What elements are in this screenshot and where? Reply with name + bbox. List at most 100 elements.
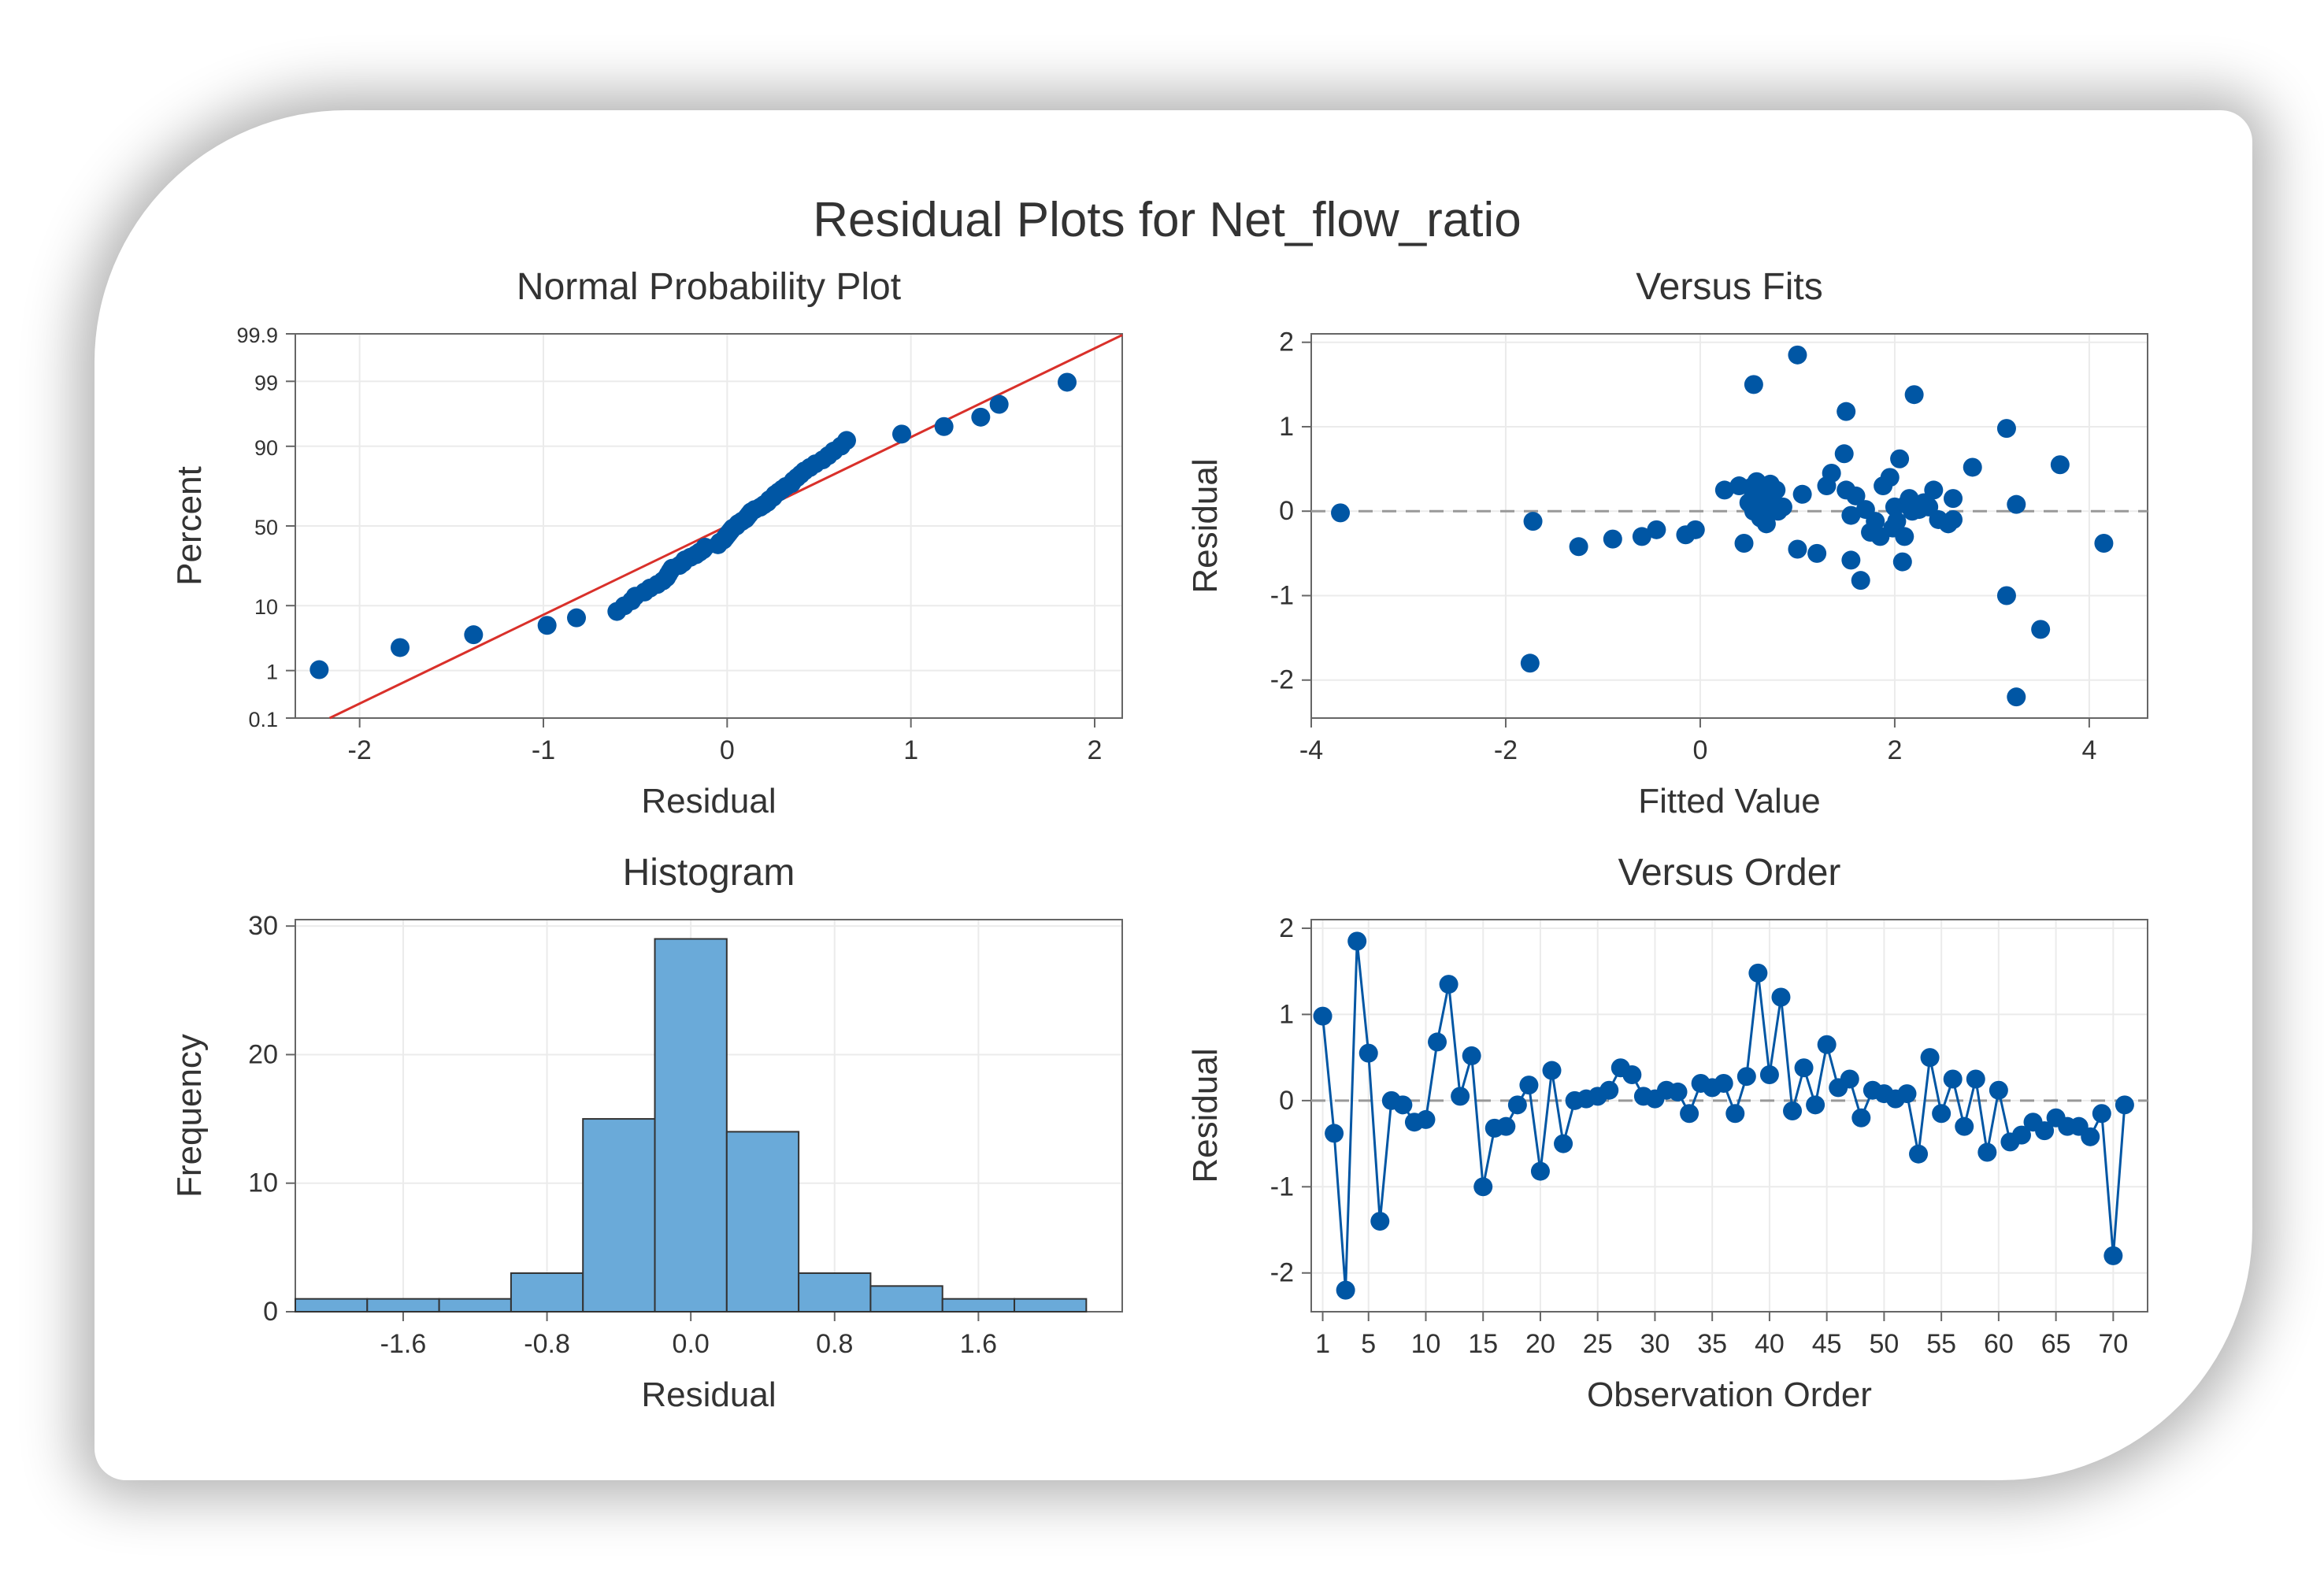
normal-ytick-label: 10 [254,595,278,619]
fits-point [1963,457,1982,477]
fits-ytick-label: 2 [1279,328,1294,357]
hist-ytick-label: 20 [248,1039,278,1069]
fits-point [1887,512,1907,531]
fits-xtick-label: 2 [1887,735,1902,765]
normal-ylabel: Percent [170,466,209,586]
order-point [2103,1246,2123,1265]
order-point [1325,1124,1344,1143]
order-point [1530,1161,1550,1181]
order-point [1989,1080,2008,1100]
normal-point [567,608,586,628]
fits-ytick-label: 1 [1279,412,1294,442]
order-point [1955,1116,1974,1136]
order-ylabel: Residual [1186,1048,1225,1183]
fits-point [1714,480,1734,500]
hist-title: Histogram [623,852,795,894]
order-ytick-label: -2 [1270,1258,1294,1288]
fits-point [1734,533,1754,553]
fits-point [1880,468,1900,487]
fits-point [1924,480,1944,500]
normal-point [989,394,1009,414]
fits-point [1841,550,1861,570]
hist-bar [869,1285,943,1313]
hist-bar [798,1272,872,1313]
order-xtick-label: 40 [1755,1329,1785,1359]
fits-ytick-label: -1 [1270,580,1294,610]
order-point [2011,1125,2031,1145]
hist-bar [654,938,728,1313]
order-point [2092,1104,2111,1124]
order-point [1370,1212,1390,1231]
order-point [1932,1104,1951,1124]
normal-point [892,424,911,444]
fits-point [1647,520,1666,539]
figure-card [95,110,2252,1480]
normal-xtick-label: 0 [720,735,735,765]
fits-xtick-label: -2 [1494,735,1518,765]
hist-ytick-label: 30 [248,911,278,941]
order-point [1554,1134,1573,1153]
fits-point [1756,514,1776,534]
fits-point [1944,509,1963,529]
order-point [1358,1043,1378,1063]
order-point [1909,1144,1929,1164]
order-point [1542,1061,1562,1080]
normal-xtick-label: -1 [532,735,555,765]
fits-ytick-label: -2 [1270,665,1294,695]
order-xtick-label: 25 [1583,1329,1613,1359]
order-point [1783,1101,1803,1120]
fits-title: Versus Fits [1636,266,1822,308]
fits-point [1846,486,1866,505]
normal-ytick-label: 50 [254,516,278,539]
hist-bar [941,1298,1016,1313]
hist-bar [582,1118,656,1313]
order-ytick-label: 2 [1279,913,1294,943]
fits-point [2094,533,2114,553]
order-point [1393,1095,1413,1115]
fits-point [2007,687,2026,707]
fits-point [1744,375,1763,394]
normal-point [837,431,856,450]
order-point [1748,963,1768,983]
fits-point [1822,463,1841,483]
order-point [1507,1095,1527,1115]
order-point [1840,1069,1859,1089]
fits-point [1837,402,1856,421]
order-point [1737,1067,1756,1087]
fits-xlabel: Fitted Value [1638,782,1821,820]
fits-point [1807,543,1827,563]
order-point [2081,1127,2100,1146]
order-point [1451,1087,1470,1106]
order-point [1817,1035,1837,1054]
order-point [1806,1095,1825,1115]
order-xlabel: Observation Order [1587,1376,1872,1414]
fits-point [1685,520,1705,539]
fits-xtick-label: 0 [1692,735,1707,765]
order-point [1725,1104,1745,1124]
hist-ytick-label: 10 [248,1168,278,1198]
order-point [2035,1121,2055,1141]
order-xtick-label: 30 [1640,1329,1670,1359]
order-point [1336,1280,1355,1300]
order-ytick-label: -1 [1270,1172,1294,1201]
normal-point [1058,372,1077,392]
fits-point [1904,385,1924,405]
fits-point [1788,539,1807,559]
order-xtick-label: 50 [1869,1329,1899,1359]
fits-panel: -4 -2 0 2 4 -2 -1 0 1 2 Versus Fits Fitted Value Res… [1186,266,2148,820]
normal-ytick-label: 1 [266,661,278,684]
hist-xtick-label: 0.8 [816,1329,853,1359]
order-ytick-label: 0 [1279,1086,1294,1116]
order-point [1943,1069,1963,1089]
fits-point [2050,455,2070,475]
fits-point [1773,497,1792,517]
order-xtick-label: 55 [1926,1329,1956,1359]
hist-bar [725,1131,800,1313]
hist-xtick-label: -0.8 [524,1329,570,1359]
hist-xtick-label: -1.6 [380,1329,427,1359]
order-xtick-label: 35 [1697,1329,1727,1359]
fits-ylabel: Residual [1186,458,1225,593]
order-xtick-label: 60 [1984,1329,2014,1359]
normal-point [934,417,954,436]
